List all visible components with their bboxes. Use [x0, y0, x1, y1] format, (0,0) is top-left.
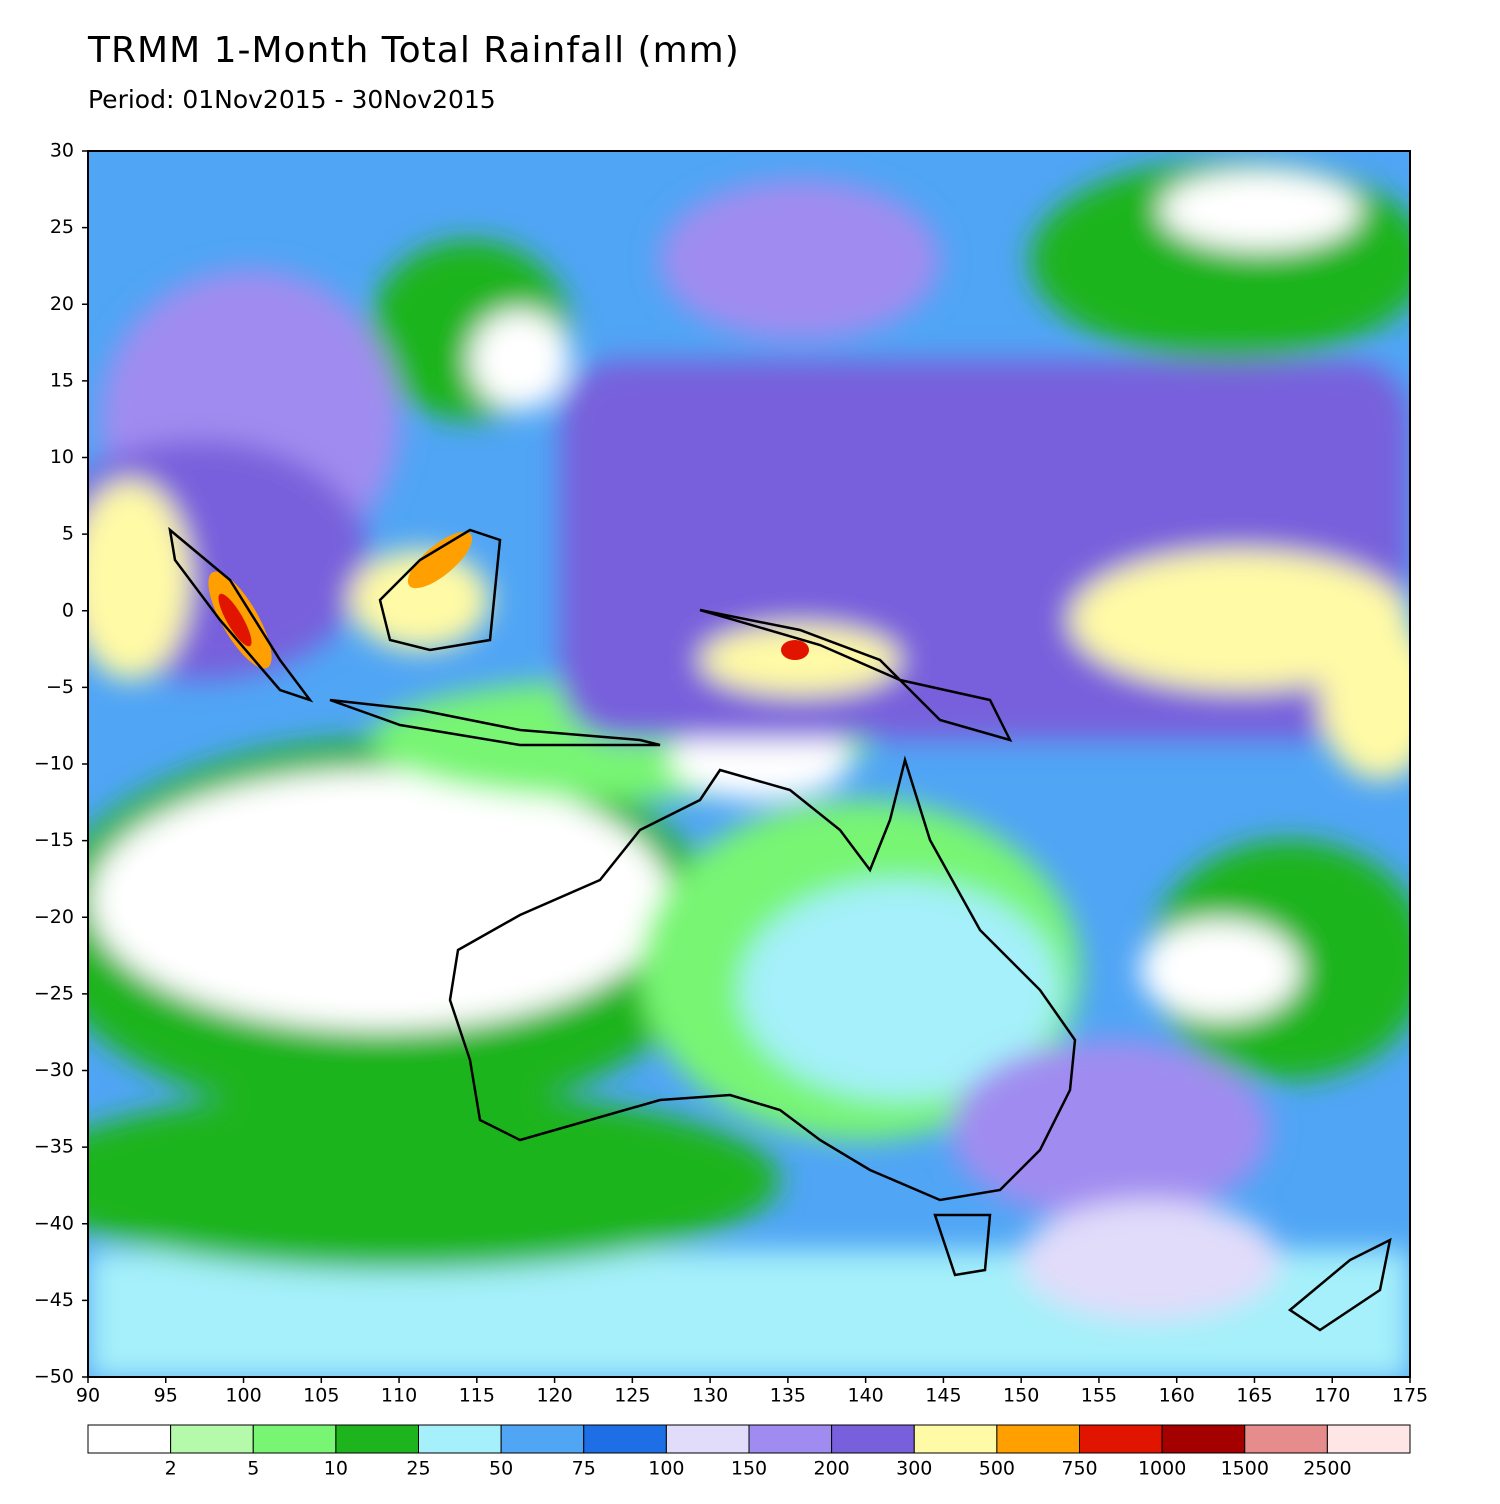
colorbar-label: 10: [324, 1458, 348, 1480]
colorbar-label: 100: [648, 1458, 684, 1480]
y-tick-label: 5: [62, 523, 74, 545]
y-tick-label: −45: [34, 1289, 74, 1311]
x-tick-label: 150: [1003, 1385, 1039, 1407]
y-tick-label: −10: [34, 753, 74, 775]
colorbar-label: 1500: [1221, 1458, 1269, 1480]
title: TRMM 1-Month Total Rainfall (mm): [87, 30, 740, 71]
x-tick-label: 95: [154, 1385, 178, 1407]
y-tick-label: 0: [62, 599, 74, 621]
x-tick-label: 175: [1392, 1385, 1428, 1407]
x-tick-label: 145: [925, 1385, 961, 1407]
y-tick-label: −15: [34, 829, 74, 851]
colorbar-swatch: [996, 1424, 1080, 1454]
colorbar-swatch: [170, 1424, 254, 1454]
colorbar-label: 1000: [1138, 1458, 1186, 1480]
y-tick-label: −50: [34, 1366, 74, 1388]
colorbar-swatch: [335, 1424, 419, 1454]
x-tick-label: 90: [76, 1385, 100, 1407]
x-tick-label: 125: [614, 1385, 650, 1407]
colorbar-swatch: [87, 1424, 172, 1454]
x-tick-label: 100: [225, 1385, 261, 1407]
x-tick-label: 120: [536, 1385, 572, 1407]
subtitle: Period: 01Nov2015 - 30Nov2015: [88, 85, 496, 114]
y-tick-label: −35: [34, 1136, 74, 1158]
colorbar-swatch: [583, 1424, 667, 1454]
x-tick-label: 155: [1081, 1385, 1117, 1407]
colorbar-label: 200: [813, 1458, 849, 1480]
y-tick-label: 15: [50, 369, 74, 391]
y-tick-label: −5: [46, 676, 74, 698]
colorbar-swatch: [500, 1424, 585, 1454]
rainfall-field: [88, 151, 1410, 1377]
colorbar-swatch: [1244, 1424, 1328, 1454]
colorbar-swatch: [1326, 1424, 1411, 1454]
y-tick-label: −25: [34, 982, 74, 1004]
colorbar-swatch: [1161, 1424, 1246, 1454]
colorbar-label: 5: [247, 1458, 259, 1480]
y-tick-label: −30: [34, 1059, 74, 1081]
x-tick-label: 115: [459, 1385, 495, 1407]
colorbar-label: 750: [1061, 1458, 1097, 1480]
y-tick-label: −40: [34, 1212, 74, 1234]
x-tick-label: 170: [1314, 1385, 1350, 1407]
colorbar-label: 2500: [1303, 1458, 1351, 1480]
y-tick-label: 25: [50, 216, 74, 238]
x-tick-label: 160: [1159, 1385, 1195, 1407]
colorbar-swatch: [913, 1424, 998, 1454]
colorbar-swatch: [831, 1424, 915, 1454]
x-tick-label: 165: [1236, 1385, 1272, 1407]
colorbar-label: 25: [406, 1458, 430, 1480]
y-tick-label: 30: [50, 140, 74, 162]
y-tick-label: 20: [50, 293, 74, 315]
x-tick-label: 110: [381, 1385, 417, 1407]
y-tick-label: −20: [34, 906, 74, 928]
colorbar-swatch: [252, 1424, 337, 1454]
x-tick-label: 130: [692, 1385, 728, 1407]
colorbar-label: 150: [731, 1458, 767, 1480]
colorbar-swatch: [1079, 1424, 1163, 1454]
x-tick-label: 105: [303, 1385, 339, 1407]
colorbar-label: 50: [489, 1458, 513, 1480]
colorbar-label: 75: [572, 1458, 596, 1480]
colorbar-label: 500: [979, 1458, 1015, 1480]
colorbar-label: 2: [165, 1458, 177, 1480]
colorbar-swatch: [418, 1424, 502, 1454]
x-tick-label: 140: [848, 1385, 884, 1407]
colorbar-label: 300: [896, 1458, 932, 1480]
y-tick-label: 10: [50, 446, 74, 468]
colorbar-swatch: [748, 1424, 833, 1454]
x-tick-label: 135: [770, 1385, 806, 1407]
colorbar-swatch: [665, 1424, 750, 1454]
